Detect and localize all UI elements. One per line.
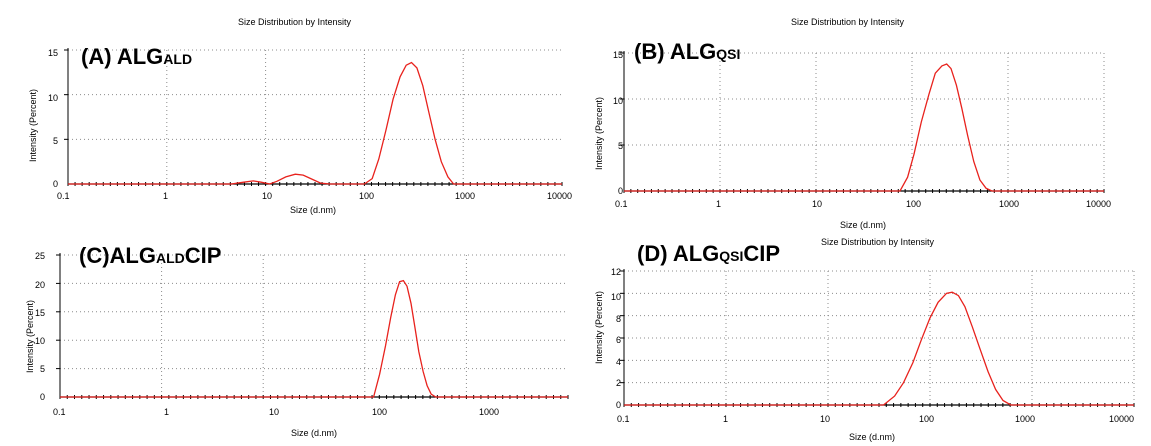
chart-d-xtick: 100 bbox=[919, 414, 935, 424]
chart-c-ytick: 20 bbox=[34, 280, 45, 290]
chart-d-ylabel: Intensity (Percent) bbox=[594, 290, 604, 364]
chart-a-xtick: 0.1 bbox=[57, 191, 70, 201]
chart-b-ytick: 5 bbox=[617, 141, 623, 151]
chart-d-xtick: 10 bbox=[820, 414, 831, 424]
chart-d-panel-label: (D) ALGQSICIP bbox=[637, 241, 780, 267]
chart-c-series-line bbox=[60, 279, 568, 398]
chart-panel-c: (C)ALGALDCIP Intensity (Percent) Size (d… bbox=[0, 228, 570, 446]
chart-d-ytick: 10 bbox=[610, 292, 621, 302]
chart-a-xtick: 100 bbox=[359, 191, 375, 201]
chart-a-xtick: 10000 bbox=[547, 191, 573, 201]
chart-b-ytick: 0 bbox=[617, 186, 623, 196]
chart-d-panel-label-main: (D) ALG bbox=[637, 241, 720, 266]
chart-a-xtick: 1 bbox=[163, 191, 169, 201]
chart-a-xlabel: Size (d.nm) bbox=[290, 205, 337, 215]
chart-c-panel-label-main: (C)ALG bbox=[79, 243, 156, 268]
chart-b-xtick: 1 bbox=[716, 199, 722, 209]
chart-d-ytick: 12 bbox=[610, 267, 621, 277]
chart-d-title: Size Distribution by Intensity bbox=[821, 237, 935, 247]
chart-b-xtick: 100 bbox=[906, 199, 922, 209]
chart-a-ytick: 15 bbox=[47, 48, 58, 58]
chart-b-panel-label-sub: QSI bbox=[716, 46, 741, 62]
chart-b-xlabel: Size (d.nm) bbox=[840, 220, 887, 230]
chart-d-xtick: 1000 bbox=[1015, 414, 1036, 424]
chart-c-ytick: 0 bbox=[39, 392, 45, 402]
chart-a-series-line bbox=[68, 61, 562, 185]
chart-b-xtick: 10000 bbox=[1086, 199, 1112, 209]
chart-d-ytick: 8 bbox=[615, 314, 621, 324]
chart-d-xtick: 0.1 bbox=[617, 414, 630, 424]
chart-c-xlabel: Size (d.nm) bbox=[291, 428, 338, 438]
chart-a-title: Size Distribution by Intensity bbox=[238, 17, 352, 27]
chart-c-panel-label: (C)ALGALDCIP bbox=[79, 243, 221, 269]
chart-b-xtick: 10 bbox=[812, 199, 823, 209]
chart-b-panel-label-main: (B) ALG bbox=[634, 39, 717, 64]
chart-c-ytick: 25 bbox=[34, 251, 45, 261]
chart-c-ytick: 5 bbox=[39, 364, 45, 374]
chart-a-panel-label-sub: ALD bbox=[163, 51, 193, 67]
chart-d-xtick: 10000 bbox=[1109, 414, 1135, 424]
chart-d-svg bbox=[620, 269, 1135, 407]
chart-b-xtick: 1000 bbox=[999, 199, 1020, 209]
chart-panel-d: Size Distribution by Intensity (D) ALGQS… bbox=[578, 234, 1151, 446]
chart-a-panel-label-main: (A) ALG bbox=[81, 44, 164, 69]
chart-d-ytick: 4 bbox=[615, 357, 621, 367]
chart-d-xtick: 1 bbox=[723, 414, 729, 424]
chart-a-ytick: 10 bbox=[47, 93, 58, 103]
chart-a-ytick: 0 bbox=[52, 179, 58, 189]
chart-c-svg bbox=[56, 253, 569, 399]
chart-c-ytick: 15 bbox=[34, 308, 45, 318]
chart-d-panel-label-tail: CIP bbox=[743, 241, 781, 266]
chart-d-ytick: 6 bbox=[615, 335, 621, 345]
chart-d-ytick: 2 bbox=[615, 378, 621, 388]
chart-c-xtick: 0.1 bbox=[53, 407, 66, 417]
chart-d-ytick: 0 bbox=[615, 400, 621, 410]
chart-d-series-line bbox=[624, 291, 1134, 406]
chart-b-svg bbox=[620, 51, 1105, 193]
chart-a-ylabel: Intensity (Percent) bbox=[28, 88, 38, 162]
chart-c-xtick: 10 bbox=[269, 407, 280, 417]
chart-c-xtick: 1 bbox=[164, 407, 170, 417]
chart-c-ylabel: Intensity (Percent) bbox=[25, 299, 35, 373]
chart-c-panel-label-tail: CIP bbox=[184, 243, 222, 268]
chart-d-xlabel: Size (d.nm) bbox=[849, 432, 896, 442]
chart-b-ytick: 10 bbox=[612, 96, 623, 106]
chart-panel-a: Size Distribution by Intensity (A) ALGAL… bbox=[0, 0, 573, 223]
chart-b-ylabel: Intensity (Percent) bbox=[594, 96, 604, 170]
chart-b-ytick: 15 bbox=[612, 50, 623, 60]
chart-a-ytick: 5 bbox=[52, 136, 58, 146]
chart-c-xtick: 100 bbox=[372, 407, 388, 417]
chart-c-ytick: 10 bbox=[34, 336, 45, 346]
chart-a-xtick: 1000 bbox=[455, 191, 476, 201]
chart-b-series-line bbox=[624, 63, 1104, 192]
chart-b-xtick: 0.1 bbox=[615, 199, 628, 209]
chart-d-panel-label-sub: QSI bbox=[719, 248, 744, 264]
chart-b-panel-label: (B) ALGQSI bbox=[634, 39, 740, 65]
chart-a-xtick: 10 bbox=[262, 191, 273, 201]
chart-c-panel-label-sub: ALD bbox=[155, 250, 185, 266]
chart-a-panel-label: (A) ALGALD bbox=[81, 44, 192, 70]
chart-panel-b: Size Distribution by Intensity (B) ALGQS… bbox=[578, 0, 1151, 234]
chart-b-title: Size Distribution by Intensity bbox=[791, 17, 905, 27]
chart-a-svg bbox=[64, 48, 563, 186]
chart-c-xtick: 1000 bbox=[479, 407, 500, 417]
